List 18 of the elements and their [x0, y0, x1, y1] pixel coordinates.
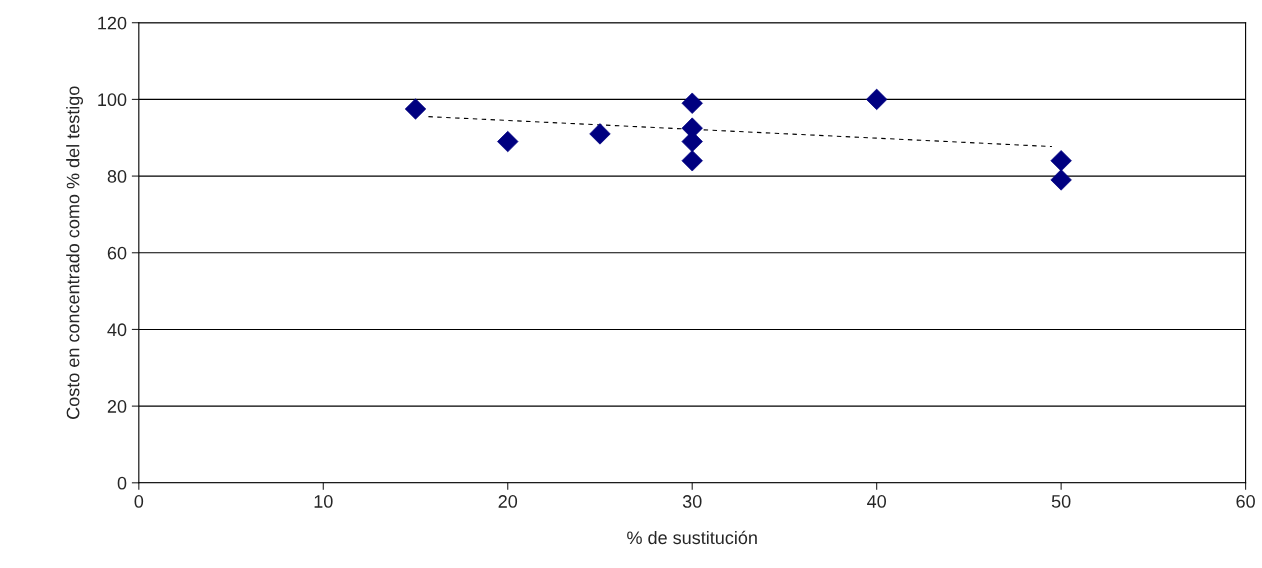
y-tick-label: 20 — [107, 400, 127, 413]
y-tick-label: 0 — [117, 476, 127, 490]
x-tick-label: 60 — [1236, 495, 1255, 508]
x-tick-label: 30 — [682, 495, 702, 508]
y-tick-label: 60 — [107, 246, 127, 260]
x-tick-label: 40 — [867, 495, 887, 508]
x-tick-label: 50 — [1051, 495, 1071, 508]
x-tick-label: 20 — [498, 495, 518, 508]
point — [681, 150, 703, 172]
point — [1050, 169, 1072, 191]
x-axis-title: % de sustitución — [627, 530, 757, 545]
y-tick-label: 80 — [107, 170, 127, 183]
x-tick-label: 0 — [134, 495, 144, 508]
y-axis-title: Costo en concentrado como % del testigo — [66, 86, 83, 419]
x-tick-label: 10 — [314, 495, 333, 508]
y-tick-label: 40 — [107, 323, 127, 337]
y-tick-label: 120 — [98, 16, 127, 30]
y-tick-label: 100 — [98, 93, 127, 107]
